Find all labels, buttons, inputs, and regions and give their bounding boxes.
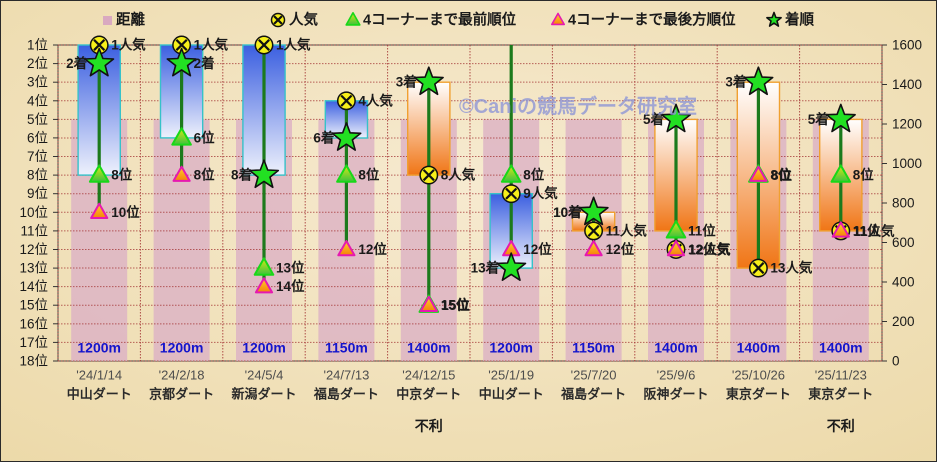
svg-text:福島ダート: 福島ダート [313,387,379,402]
svg-text:8人気: 8人気 [441,167,476,183]
svg-text:8位: 8位 [358,167,380,183]
svg-text:3着: 3着 [396,74,417,90]
svg-text:1150m: 1150m [572,340,615,356]
svg-text:4コーナーまで最後方順位: 4コーナーまで最後方順位 [568,11,736,29]
svg-text:1位: 1位 [27,38,48,53]
svg-text:'24/12/15: '24/12/15 [402,368,455,383]
svg-text:不利: 不利 [827,418,855,434]
svg-text:距離: 距離 [116,11,145,29]
svg-text:1150m: 1150m [325,340,368,356]
svg-text:16位: 16位 [19,316,48,331]
svg-text:3位: 3位 [27,75,48,90]
svg-text:中山ダート: 中山ダート [67,387,132,402]
svg-text:6位: 6位 [27,130,48,145]
svg-text:2着: 2着 [194,55,215,71]
svg-text:0: 0 [892,354,900,369]
svg-text:'24/2/18: '24/2/18 [159,368,205,383]
svg-text:11人気: 11人気 [853,223,895,239]
svg-text:1人気: 1人気 [111,37,146,53]
svg-text:新潟ダート: 新潟ダート [231,387,296,402]
svg-text:10位: 10位 [19,205,48,220]
svg-text:'25/1/19: '25/1/19 [488,368,534,383]
svg-text:3着: 3着 [725,74,746,90]
svg-text:4位: 4位 [27,93,48,108]
svg-text:着順: 着順 [784,11,814,29]
svg-text:©Caniの競馬データ研究室: ©Caniの競馬データ研究室 [459,94,697,118]
svg-text:13位: 13位 [19,261,48,276]
svg-text:400: 400 [892,275,915,290]
svg-text:阪神ダート: 阪神ダート [643,387,708,402]
svg-text:1400m: 1400m [737,340,781,356]
svg-text:'25/11/23: '25/11/23 [815,368,867,383]
svg-text:18位: 18位 [19,354,48,369]
svg-text:11人気: 11人気 [606,222,648,238]
svg-text:1600: 1600 [892,38,922,53]
svg-text:'24/1/14: '24/1/14 [76,368,122,383]
svg-text:東京ダート: 東京ダート [808,387,873,402]
svg-text:東京ダート: 東京ダート [726,387,791,402]
svg-text:10着: 10着 [553,204,582,220]
svg-text:12位: 12位 [358,241,387,257]
svg-text:7位: 7位 [27,149,48,164]
svg-text:'25/7/20: '25/7/20 [571,368,617,383]
svg-text:1000: 1000 [892,156,922,171]
svg-text:1400m: 1400m [654,340,698,356]
svg-text:1人気: 1人気 [276,37,311,53]
svg-text:8着: 8着 [231,167,252,183]
svg-text:1200m: 1200m [489,340,533,356]
svg-text:中山ダート: 中山ダート [479,387,544,402]
svg-text:中京ダート: 中京ダート [396,387,461,402]
svg-text:1人気: 1人気 [194,37,229,53]
svg-text:11位: 11位 [688,222,716,238]
svg-text:9人気: 9人気 [523,185,558,201]
svg-text:8位: 8位 [771,167,793,183]
svg-text:'25/10/26: '25/10/26 [732,368,785,383]
svg-text:15位: 15位 [441,297,470,313]
svg-text:不利: 不利 [415,418,443,434]
svg-text:800: 800 [892,196,915,211]
svg-text:人気: 人気 [289,11,318,29]
svg-text:京都ダート: 京都ダート [149,387,214,402]
svg-text:4コーナーまで最前順位: 4コーナーまで最前順位 [363,11,517,29]
svg-text:10位: 10位 [111,204,140,220]
svg-text:15位: 15位 [19,298,48,313]
svg-text:1200m: 1200m [160,340,204,356]
svg-text:'25/9/6: '25/9/6 [657,368,696,383]
svg-text:12位: 12位 [606,241,635,257]
svg-text:8位: 8位 [111,167,133,183]
svg-text:福島ダート: 福島ダート [560,387,626,402]
svg-text:11位: 11位 [20,223,48,238]
svg-text:'24/5/4: '24/5/4 [245,368,284,383]
svg-text:9位: 9位 [27,186,48,201]
svg-text:8位: 8位 [27,168,48,183]
svg-text:5位: 5位 [27,112,48,127]
svg-text:13位: 13位 [276,260,305,276]
svg-text:6着: 6着 [313,129,334,145]
svg-text:8位: 8位 [523,167,545,183]
svg-text:5着: 5着 [808,111,829,127]
svg-text:6位: 6位 [194,129,216,145]
svg-text:2位: 2位 [27,56,48,71]
svg-text:8位: 8位 [194,167,216,183]
svg-text:14位: 14位 [276,278,305,294]
svg-text:200: 200 [892,314,915,329]
svg-text:13着: 13着 [471,260,500,276]
svg-text:1400: 1400 [892,77,922,92]
svg-text:12人気: 12人気 [689,242,732,258]
svg-text:1400m: 1400m [407,340,451,356]
svg-text:1200m: 1200m [242,340,286,356]
svg-text:8位: 8位 [853,167,875,183]
svg-text:1400m: 1400m [819,340,863,356]
svg-text:14位: 14位 [19,279,48,294]
svg-text:'24/7/13: '24/7/13 [323,368,369,383]
svg-text:2着: 2着 [66,55,87,71]
svg-text:1200m: 1200m [77,340,121,356]
svg-text:4人気: 4人気 [358,92,393,108]
svg-text:13人気: 13人気 [770,260,813,276]
svg-text:12位: 12位 [523,241,552,257]
svg-text:12位: 12位 [19,242,48,257]
svg-text:600: 600 [892,235,915,250]
svg-text:17位: 17位 [19,335,48,350]
svg-text:1200: 1200 [892,117,922,132]
